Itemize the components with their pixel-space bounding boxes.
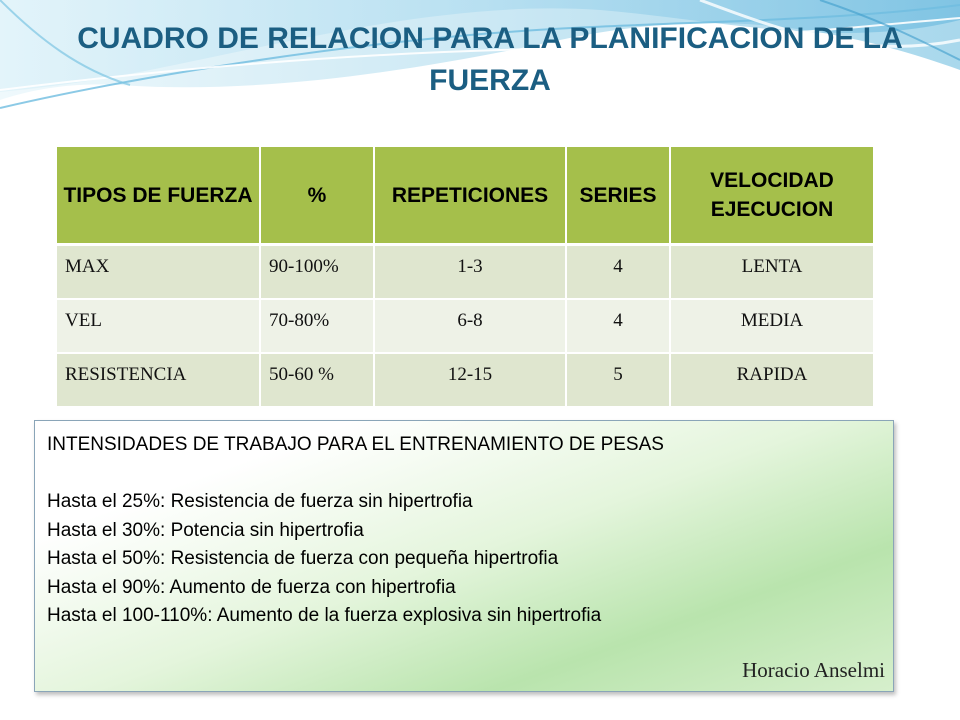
cell-percent: 50-60 % <box>260 352 375 408</box>
cell-speed: RAPIDA <box>670 352 873 408</box>
info-line: Hasta el 100-110%: Aumento de la fuerza … <box>47 605 602 626</box>
slide-title: CUADRO DE RELACION PARA LA PLANIFICACION… <box>77 22 903 97</box>
table-row: MAX 90-100% 1-3 4 LENTA <box>57 244 873 300</box>
table-row: RESISTENCIA 50-60 % 12-15 5 RAPIDA <box>57 352 873 408</box>
info-heading: INTENSIDADES DE TRABAJO PARA EL ENTRENAM… <box>47 434 664 455</box>
cell-type: MAX <box>57 244 261 300</box>
cell-type: VEL <box>57 298 261 354</box>
header-percent: % <box>260 147 375 246</box>
header-series: SERIES <box>566 147 671 246</box>
cell-speed: MEDIA <box>670 298 873 354</box>
cell-speed: LENTA <box>670 244 873 300</box>
cell-reps: 1-3 <box>374 244 567 300</box>
header-tipos-de-fuerza: TIPOS DE FUERZA <box>57 147 261 246</box>
table-row: VEL 70-80% 6-8 4 MEDIA <box>57 298 873 354</box>
author-name: Horacio Anselmi <box>742 658 885 682</box>
cell-percent: 70-80% <box>260 298 375 354</box>
cell-series: 5 <box>566 352 671 408</box>
strength-table: TIPOS DE FUERZA % REPETICIONES SERIES VE… <box>57 147 873 408</box>
strength-planning-table: TIPOS DE FUERZA % REPETICIONES SERIES VE… <box>57 147 873 408</box>
header-velocidad-ejecucion: VELOCIDAD EJECUCION <box>670 147 873 246</box>
cell-percent: 90-100% <box>260 244 375 300</box>
cell-series: 4 <box>566 244 671 300</box>
info-line: Hasta el 30%: Potencia sin hipertrofia <box>47 519 364 541</box>
table-header-row: TIPOS DE FUERZA % REPETICIONES SERIES VE… <box>57 147 873 246</box>
info-line: Hasta el 25%: Resistencia de fuerza sin … <box>47 491 473 512</box>
cell-type: RESISTENCIA <box>57 352 261 408</box>
header-repeticiones: REPETICIONES <box>374 147 567 246</box>
cell-reps: 12-15 <box>374 352 567 408</box>
cell-series: 4 <box>566 298 671 354</box>
training-intensity-box: INTENSIDADES DE TRABAJO PARA EL ENTRENAM… <box>34 420 894 692</box>
info-line: Hasta el 90%: Aumento de fuerza con hipe… <box>47 576 456 598</box>
info-line: Hasta el 50%: Resistencia de fuerza con … <box>47 548 559 569</box>
info-spacer <box>47 460 883 489</box>
cell-reps: 6-8 <box>374 298 567 354</box>
